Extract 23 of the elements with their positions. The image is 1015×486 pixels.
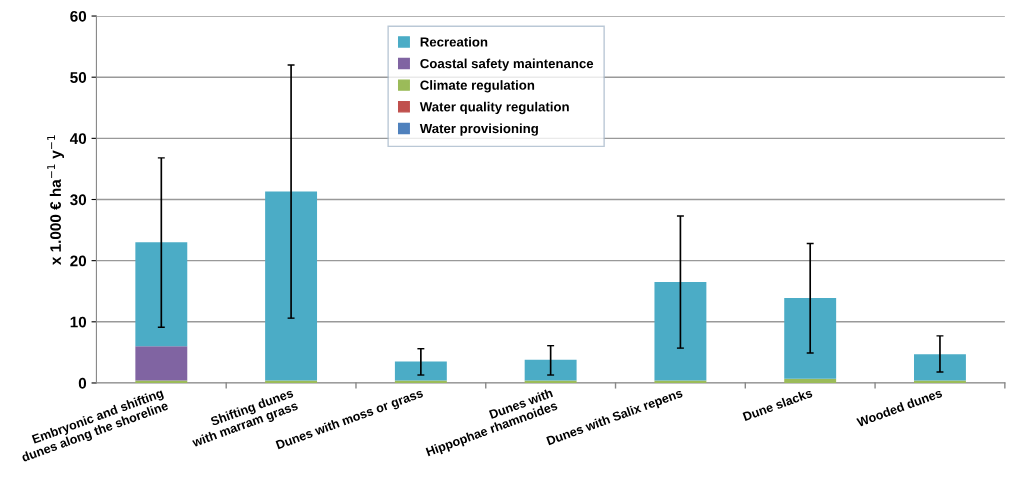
y-tick-label: 20 <box>70 255 87 267</box>
x-tick-label: Dune slacks <box>742 388 813 422</box>
y-tick-label: 50 <box>70 72 87 83</box>
legend-label: Coastal safety maintenance <box>420 58 594 71</box>
bar <box>784 297 837 379</box>
legend-label: Climate regulation <box>420 80 535 93</box>
y-axis-title: x 1.000 € ha$^{−1}$ y$^{−1}$ <box>47 135 65 266</box>
bar <box>914 354 966 381</box>
y-tick-label: 0 <box>78 377 87 389</box>
legend-label: Recreation <box>420 36 488 47</box>
bar <box>524 359 577 381</box>
bar <box>784 378 837 383</box>
bar <box>394 361 447 381</box>
y-tick-label: 40 <box>69 133 87 145</box>
y-tick-label: 60 <box>70 10 87 22</box>
legend-label: Water quality regulation <box>419 101 569 115</box>
bar <box>265 191 318 381</box>
bar <box>135 242 188 347</box>
legend-label: Water provisioning <box>419 123 538 136</box>
y-tick-label: 10 <box>70 316 87 328</box>
bar <box>654 282 707 381</box>
y-tick-label: 30 <box>70 194 87 206</box>
bar <box>135 346 188 381</box>
